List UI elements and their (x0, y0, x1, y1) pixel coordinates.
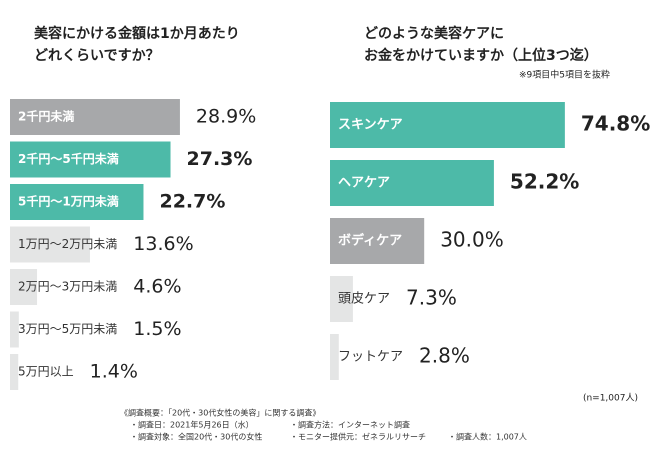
category-label: フットケア (338, 350, 403, 365)
category-label: ヘアケア (338, 176, 390, 191)
category-label: 2千円未満 (18, 109, 74, 124)
bar (330, 276, 353, 322)
value-label: 1.4% (90, 361, 138, 383)
bar (10, 226, 90, 263)
chart-title: どのような美容ケアに (364, 25, 504, 42)
footer-item: ・調査対象：全国20代・30代の女性 (130, 432, 262, 442)
category-label: スキンケア (338, 118, 403, 133)
category-label: 1万円～2万円未満 (18, 237, 117, 251)
bar (330, 334, 339, 380)
bar (10, 141, 171, 178)
value-label: 27.3% (187, 148, 253, 170)
category-label: 2万円～3万円未満 (18, 280, 117, 294)
value-label: 74.8% (581, 112, 650, 136)
footer-item: ・調査日：2021年5月26日（水） (130, 420, 254, 430)
chart-title: お金をかけていますか（上位3つ迄） (364, 47, 598, 64)
value-label: 13.6% (133, 233, 193, 255)
category-label: 頭皮ケア (338, 292, 390, 307)
value-label: 7.3% (406, 286, 457, 310)
note: (n=1,007人) (583, 393, 638, 404)
value-label: 22.7% (159, 191, 225, 213)
subtitle: ※9項目中5項目を抜粋 (519, 69, 610, 81)
value-label: 30.0% (440, 228, 504, 252)
value-label: 28.9% (196, 106, 256, 128)
footer-heading: 《調査概要：「20代・30代女性の美容」に関する調査》 (120, 408, 320, 418)
chart-title: 美容にかける金額は1か月あたり (34, 25, 240, 42)
category-label: 2千円～5千円未満 (18, 151, 119, 166)
category-label: 3万円～5万円未満 (18, 322, 117, 336)
bar (10, 99, 180, 135)
chart-title: どれくらいですか？ (34, 48, 160, 64)
bar (330, 218, 425, 264)
bar (10, 354, 19, 390)
bar (330, 160, 494, 206)
value-label: 4.6% (133, 276, 181, 298)
category-label: ボディケア (338, 233, 402, 249)
value-label: 1.5% (133, 318, 181, 340)
bar (10, 184, 144, 220)
category-label: 5万円以上 (18, 365, 74, 379)
category-label: 5千円～1万円未満 (18, 194, 119, 209)
footer-item: ・調査方法：インターネット調査 (290, 420, 410, 430)
value-label: 52.2% (510, 170, 579, 194)
value-label: 2.8% (419, 344, 470, 368)
bar (10, 269, 38, 305)
bar (330, 102, 565, 148)
footer-item: ・調査人数：1,007人 (448, 432, 527, 442)
bar (10, 311, 19, 348)
footer-item: ・モニター提供元：ゼネラルリサーチ (290, 432, 426, 442)
